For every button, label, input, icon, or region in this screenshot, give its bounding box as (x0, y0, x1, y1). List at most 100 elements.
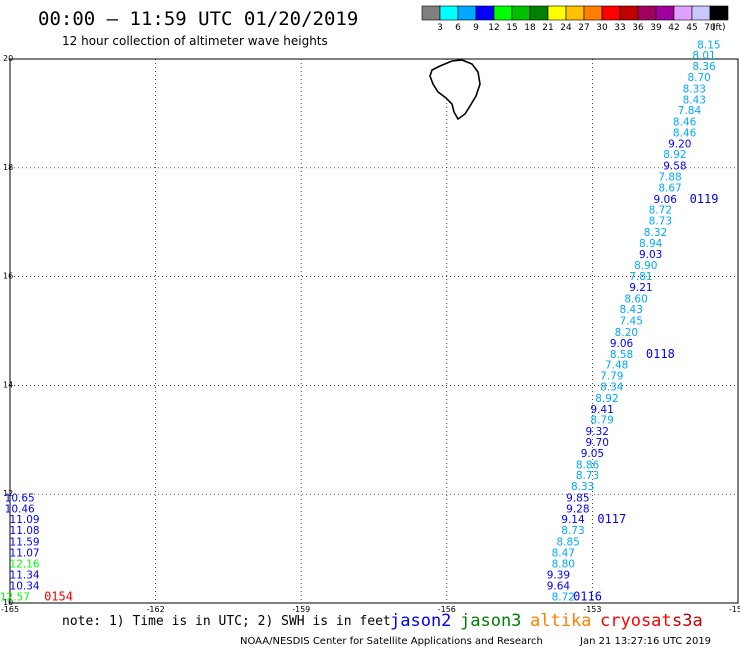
colorbar-label: 70 (704, 23, 716, 33)
y-tick-label: 18 (3, 163, 13, 172)
swh-value: 9.06 (654, 194, 678, 206)
swh-value: 7.88 (658, 172, 681, 184)
pass-time-label: 0117 (597, 512, 626, 526)
x-tick-label: -156 (438, 605, 456, 614)
colorbar-swatch (565, 5, 585, 21)
y-tick-label: 10 (3, 598, 13, 607)
colorbar-label: 15 (506, 23, 517, 33)
swh-value: 8.46 (673, 117, 697, 129)
colorbar-swatch (547, 5, 567, 21)
pass-time-label: 0116 (573, 589, 602, 603)
swh-value: 8.70 (687, 72, 710, 84)
swh-value: 8.85 (556, 537, 579, 549)
colorbar-swatch (475, 5, 495, 21)
x-tick-label: -159 (292, 605, 310, 614)
hawaii-island-outline (429, 59, 481, 121)
timestamp-text: Jan 21 13:27:16 UTC 2019 (579, 636, 711, 647)
swh-value: 9.06 (610, 338, 634, 350)
colorbar-label: 3 (437, 23, 443, 33)
swh-value: 8.01 (692, 50, 715, 62)
swh-value: 8.94 (639, 238, 663, 250)
swh-value: 8.90 (634, 260, 657, 272)
swh-value: 7.48 (605, 360, 628, 372)
colorbar-label: 45 (686, 23, 697, 33)
swh-value: 8.46 (673, 127, 697, 139)
colorbar-label: 30 (596, 23, 608, 33)
grid-lines (9, 58, 739, 604)
swh-value: 12.16 (10, 558, 40, 570)
swh-value: 7.84 (678, 105, 702, 117)
colorbar-swatch (637, 5, 657, 21)
swh-value: 8.86 (576, 459, 600, 471)
colorbar-label: 12 (488, 23, 499, 33)
swh-value: 7.81 (629, 271, 652, 283)
swh-value: 9.41 (590, 404, 613, 416)
swh-value: 11.08 (10, 525, 40, 537)
colorbar-swatch (421, 5, 441, 21)
swh-value: 9.21 (629, 282, 652, 294)
swh-value: 11.59 (10, 537, 40, 549)
colorbar-swatch (439, 5, 459, 21)
swh-value: 8.92 (595, 393, 618, 405)
chart-title: 00:00 – 11:59 UTC 01/20/2019 (38, 8, 358, 30)
credit-text: NOAA/NESDIS Center for Satellite Applica… (240, 636, 543, 647)
pass-time-label: 0154 (44, 589, 73, 603)
swh-value: 8.32 (644, 227, 667, 239)
units-note: note: 1) Time is in UTC; 2) SWH is in fe… (62, 614, 391, 629)
colorbar-swatch (529, 5, 549, 21)
swh-value: 8.73 (576, 470, 599, 482)
swh-value: 8.20 (615, 327, 638, 339)
swh-value: 8.33 (571, 481, 594, 493)
colorbar-label: 27 (578, 23, 589, 33)
colorbar-label: 18 (524, 23, 536, 33)
plot-area: -165 -162 -159 -156 -153 -150 10 12 14 16 18 20 8.7… (0, 39, 740, 614)
y-tick-label: 16 (3, 272, 13, 281)
swh-value: 10.46 (5, 503, 35, 515)
pass-time-labels: 0119 0118 0117 0116 0154 (44, 192, 718, 604)
swh-value: 8.73 (649, 216, 672, 228)
colorbar-label: 33 (614, 23, 625, 33)
colorbar-swatch (493, 5, 513, 21)
pass-time-label: 0119 (690, 192, 719, 206)
legend-jason2: jason2 (390, 611, 451, 631)
colorbar-unit: (ft) (712, 23, 726, 33)
colorbar-label: 42 (668, 23, 679, 33)
colorbar-label: 39 (650, 23, 662, 33)
y-tick-label: 20 (3, 54, 13, 63)
swh-value: 9.85 (566, 492, 589, 504)
colorbar-label: 36 (632, 23, 644, 33)
colorbar-label: 24 (560, 23, 572, 33)
swh-value: 11.07 (10, 547, 40, 559)
swh-value: 8.79 (590, 415, 613, 427)
legend-altika: altika (530, 611, 591, 631)
swh-value: 8.15 (697, 39, 720, 51)
x-tick-label: -165 (1, 605, 19, 614)
colorbar-swatch (673, 5, 693, 21)
swh-value: 11.34 (10, 570, 40, 582)
swh-value: 9.58 (663, 161, 686, 173)
colorbar-label: 21 (542, 23, 553, 33)
y-tick-label: 14 (3, 380, 13, 389)
colorbar-swatch (457, 5, 477, 21)
swh-value: 8.80 (552, 558, 575, 570)
y-tick-label: 12 (3, 489, 13, 498)
swh-value: 8.60 (624, 293, 647, 305)
swh-value: 7.79 (600, 371, 623, 383)
pass-time-label: 0118 (646, 347, 675, 361)
swh-value: 9.03 (639, 249, 662, 261)
legend-s3a: s3a (672, 611, 703, 631)
swh-value: 9.28 (566, 503, 589, 515)
legend-jason3: jason3 (460, 611, 521, 631)
colorbar-swatch (619, 5, 639, 21)
swh-value: 12.57 (0, 591, 30, 603)
colorbar-swatch (709, 5, 729, 21)
swh-value: 9.39 (547, 570, 570, 582)
colorbar-swatch (655, 5, 675, 21)
swh-value: 8.72 (649, 205, 672, 217)
swh-value: 8.72 (552, 591, 575, 603)
swh-value: 9.70 (586, 437, 609, 449)
colorbar-swatch (511, 5, 531, 21)
swh-value: 8.33 (683, 83, 706, 95)
swh-value: 9.32 (586, 426, 609, 438)
